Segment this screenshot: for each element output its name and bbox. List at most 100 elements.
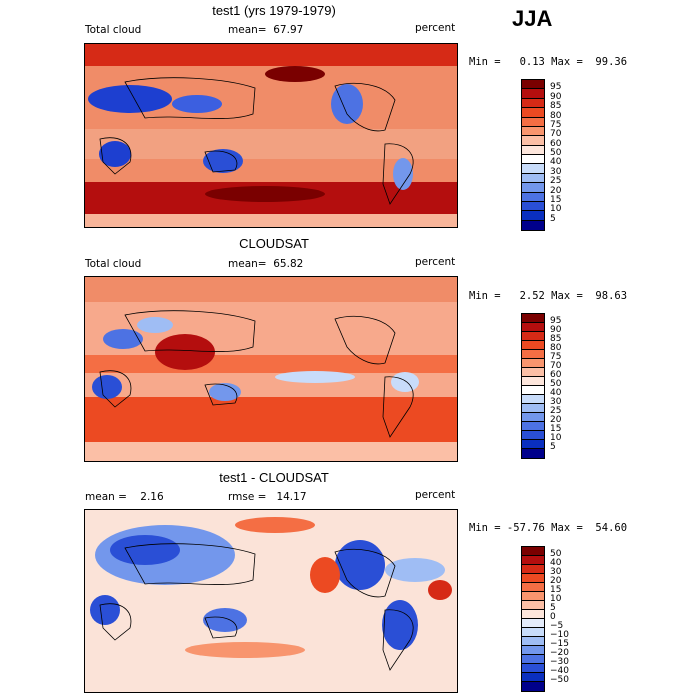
season-label: JJA <box>512 6 553 31</box>
negative-difference-region <box>90 595 120 625</box>
coastline <box>382 143 414 205</box>
low-cloud-region <box>209 383 241 401</box>
colorbar-segment <box>522 126 544 137</box>
field-band-antarctic <box>85 214 457 227</box>
colorbar-tick-label: 70 <box>550 129 562 140</box>
colorbar-tick-label: 15 <box>550 424 562 434</box>
panel-1-mean-label: mean= 67.97 <box>228 24 304 36</box>
colorbar-segment <box>522 556 544 565</box>
panel-2-map-field <box>85 277 457 461</box>
colorbar-tick-label: 90 <box>550 325 562 335</box>
negative-difference-region <box>385 558 445 582</box>
panel-1-title: test1 (yrs 1979-1979) <box>212 3 336 18</box>
colorbar-segment <box>522 136 544 146</box>
colorbar-tick-label: −40 <box>550 666 569 676</box>
colorbar-tick-label: 10 <box>550 433 562 443</box>
colorbar-segment <box>522 145 544 155</box>
colorbar-tick-label: 5 <box>550 442 556 452</box>
colorbar-segment <box>522 673 544 682</box>
coastline <box>204 616 238 639</box>
coastline <box>124 543 256 586</box>
colorbar-tick-label: 50 <box>550 148 562 158</box>
colorbar-segment <box>522 368 544 377</box>
high-cloud-region <box>265 66 325 82</box>
negative-difference-region <box>382 600 418 650</box>
coastline <box>334 549 396 598</box>
panel-3-units-label: percent <box>415 489 456 501</box>
panel-1-map <box>84 43 458 228</box>
colorbar-tick-label: 10 <box>550 594 562 604</box>
colorbar-segment <box>522 155 544 165</box>
panel-3-map <box>84 509 458 693</box>
colorbar-segment <box>522 332 544 341</box>
colorbar-segment <box>522 211 544 221</box>
colorbar-tick-label: −50 <box>550 675 569 685</box>
field-band-antarctic <box>85 442 457 461</box>
panel-2-units-label: percent <box>415 256 456 268</box>
colorbar-tick-label: 20 <box>550 185 562 196</box>
low-cloud-region <box>275 371 355 383</box>
coastline <box>124 77 256 120</box>
colorbar-tick-label: 25 <box>550 176 562 187</box>
panel-2-colorbar-labels: 95 90 85 80 75 70 60 50 40 30 25 20 15 10 5 <box>550 313 580 457</box>
colorbar-tick-label: 5 <box>550 603 556 613</box>
colorbar-tick-label: 85 <box>550 334 562 344</box>
low-cloud-region <box>203 149 243 173</box>
low-cloud-region <box>99 141 131 167</box>
colorbar-tick-label: 20 <box>550 576 562 586</box>
colorbar-segment <box>522 583 544 592</box>
coastline <box>99 137 132 175</box>
colorbar-tick-label: 80 <box>550 343 562 353</box>
colorbar-tick-label: −15 <box>550 639 569 649</box>
coastline <box>99 370 132 408</box>
colorbar-segment <box>522 192 544 202</box>
colorbar-segment <box>522 449 544 458</box>
colorbar-tick-label: 0 <box>550 612 556 622</box>
colorbar-tick-label: 30 <box>550 567 562 577</box>
colorbar-tick-label: 25 <box>550 406 562 416</box>
colorbar-segment <box>522 314 544 323</box>
colorbar-segment <box>522 664 544 673</box>
colorbar-tick-label: 60 <box>550 138 562 149</box>
coastline <box>124 310 256 353</box>
low-cloud-region <box>103 329 143 349</box>
colorbar-tick-label: 75 <box>550 352 562 362</box>
field-band-tropics <box>85 129 457 159</box>
low-cloud-region <box>172 95 222 113</box>
colorbar-segment <box>522 646 544 655</box>
panel-2-colorbar <box>521 313 545 459</box>
colorbar-tick-label: 5 <box>550 213 556 224</box>
panel-3-rmse-label: rmse = 14.17 <box>228 491 307 503</box>
panel-2-mean-label: mean= 65.82 <box>228 258 304 270</box>
colorbar-segment <box>522 341 544 350</box>
high-cloud-region <box>205 186 325 202</box>
panel-3-colorbar <box>521 546 545 692</box>
colorbar-tick-label: −20 <box>550 648 569 658</box>
colorbar-segment <box>522 637 544 646</box>
colorbar-segment <box>522 601 544 610</box>
colorbar-tick-label: 40 <box>550 157 562 168</box>
colorbar-segment <box>522 164 544 174</box>
colorbar-segment <box>522 395 544 404</box>
colorbar-tick-label: 95 <box>550 316 562 326</box>
low-cloud-region <box>391 372 419 392</box>
panel-2-title: CLOUDSAT <box>239 236 309 251</box>
panel-3-title: test1 - CLOUDSAT <box>219 470 329 485</box>
coastline <box>204 150 238 173</box>
field-band-north <box>85 44 457 66</box>
field-band-itcz <box>85 355 457 373</box>
panel-1-colorbar <box>521 79 545 231</box>
colorbar-segment <box>522 592 544 601</box>
colorbar-segment <box>522 547 544 556</box>
colorbar-segment <box>522 80 544 90</box>
colorbar-segment <box>522 98 544 109</box>
negative-difference-region <box>203 608 247 632</box>
colorbar-segment <box>522 108 544 118</box>
high-cloud-region <box>155 334 215 370</box>
coastline <box>99 603 132 641</box>
coastline <box>334 316 396 365</box>
colorbar-tick-label: 15 <box>550 194 562 205</box>
colorbar-segment <box>522 422 544 431</box>
colorbar-segment <box>522 183 544 193</box>
negative-difference-region <box>335 540 385 590</box>
